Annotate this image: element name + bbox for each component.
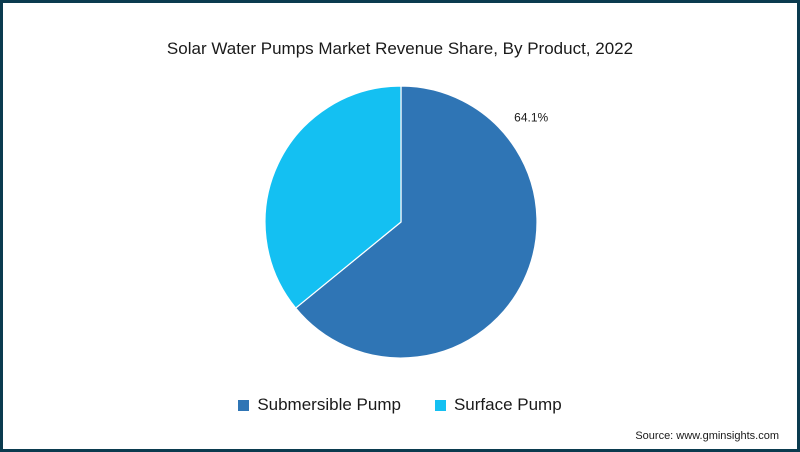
- pie-slice-surface-pump: [264, 85, 402, 309]
- legend-label-submersible-pump: Submersible Pump: [257, 395, 401, 414]
- chart-title: Solar Water Pumps Market Revenue Share, …: [166, 39, 634, 58]
- legend: Submersible Pump Surface Pump: [3, 395, 797, 415]
- legend-swatch-surface-pump: [434, 399, 446, 411]
- legend-item-surface-pump: Surface Pump: [434, 395, 562, 415]
- data-label-submersible-pump: 64.1%: [514, 111, 548, 125]
- source-note: Source: www.gminsights.com: [635, 430, 779, 442]
- pie-chart: 64.1%: [264, 85, 549, 359]
- legend-swatch-submersible-pump: [238, 399, 250, 411]
- pie-slice-submersible-pump: [294, 85, 538, 359]
- legend-item-submersible-pump: Submersible Pump: [238, 395, 401, 415]
- legend-label-surface-pump: Surface Pump: [453, 395, 562, 414]
